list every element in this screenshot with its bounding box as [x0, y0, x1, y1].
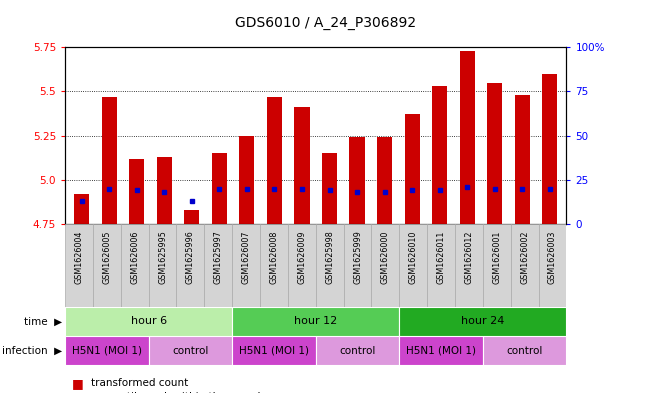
Text: hour 12: hour 12 [294, 316, 337, 326]
Text: transformed count: transformed count [91, 378, 188, 388]
Text: GDS6010 / A_24_P306892: GDS6010 / A_24_P306892 [235, 16, 416, 30]
Text: H5N1 (MOI 1): H5N1 (MOI 1) [239, 346, 309, 356]
Text: GSM1626010: GSM1626010 [409, 231, 418, 284]
Text: GSM1626009: GSM1626009 [298, 231, 307, 284]
Text: GSM1626006: GSM1626006 [130, 231, 139, 284]
Bar [427, 224, 455, 307]
Text: hour 24: hour 24 [461, 316, 505, 326]
Bar [316, 336, 399, 365]
Bar [93, 224, 121, 307]
Text: GSM1626008: GSM1626008 [270, 231, 279, 284]
Bar [65, 307, 232, 336]
Bar [232, 307, 399, 336]
Bar [288, 224, 316, 307]
Text: GSM1626005: GSM1626005 [102, 231, 111, 284]
Bar [121, 224, 148, 307]
Bar [184, 210, 199, 224]
Bar [102, 97, 117, 224]
Bar [232, 336, 316, 365]
Text: GSM1626002: GSM1626002 [520, 231, 529, 284]
Text: GSM1625999: GSM1625999 [353, 231, 362, 285]
Bar [148, 336, 232, 365]
Text: hour 6: hour 6 [131, 316, 167, 326]
Text: GSM1625998: GSM1625998 [325, 231, 334, 285]
Text: control: control [173, 346, 208, 356]
Bar [404, 114, 420, 224]
Bar [515, 95, 530, 224]
Text: GSM1626011: GSM1626011 [437, 231, 445, 284]
Bar [455, 224, 483, 307]
Bar [483, 224, 510, 307]
Bar [483, 336, 566, 365]
Bar [350, 137, 365, 224]
Bar [65, 336, 148, 365]
Bar [176, 224, 204, 307]
Text: GSM1626012: GSM1626012 [464, 231, 473, 284]
Bar [232, 224, 260, 307]
Bar [432, 86, 447, 224]
Text: GSM1626004: GSM1626004 [74, 231, 83, 284]
Text: ■: ■ [72, 376, 83, 390]
Text: time  ▶: time ▶ [23, 316, 62, 326]
Text: H5N1 (MOI 1): H5N1 (MOI 1) [406, 346, 476, 356]
Bar [148, 224, 176, 307]
Bar [542, 74, 557, 224]
Text: infection  ▶: infection ▶ [2, 346, 62, 356]
Bar [344, 224, 372, 307]
Bar [399, 336, 483, 365]
Bar [399, 224, 427, 307]
Text: GSM1626000: GSM1626000 [381, 231, 390, 284]
Bar [157, 157, 172, 224]
Bar [74, 194, 89, 224]
Text: GSM1626007: GSM1626007 [242, 231, 251, 284]
Bar [377, 137, 392, 224]
Bar [267, 97, 282, 224]
Text: GSM1626001: GSM1626001 [492, 231, 501, 284]
Text: GSM1625996: GSM1625996 [186, 231, 195, 285]
Bar [316, 224, 344, 307]
Bar [65, 224, 93, 307]
Text: percentile rank within the sample: percentile rank within the sample [91, 392, 267, 393]
Bar [399, 307, 566, 336]
Text: control: control [339, 346, 376, 356]
Bar [487, 83, 503, 224]
Bar [129, 158, 145, 224]
Bar [240, 136, 255, 224]
Text: H5N1 (MOI 1): H5N1 (MOI 1) [72, 346, 142, 356]
Bar [294, 107, 309, 224]
Text: GSM1626003: GSM1626003 [548, 231, 557, 284]
Bar [510, 224, 538, 307]
Bar [322, 153, 337, 224]
Bar [204, 224, 232, 307]
Bar [460, 51, 475, 224]
Text: GSM1625997: GSM1625997 [214, 231, 223, 285]
Bar [212, 153, 227, 224]
Bar [538, 224, 566, 307]
Text: control: control [506, 346, 543, 356]
Bar [260, 224, 288, 307]
Bar [372, 224, 399, 307]
Text: GSM1625995: GSM1625995 [158, 231, 167, 285]
Text: ■: ■ [72, 390, 83, 393]
